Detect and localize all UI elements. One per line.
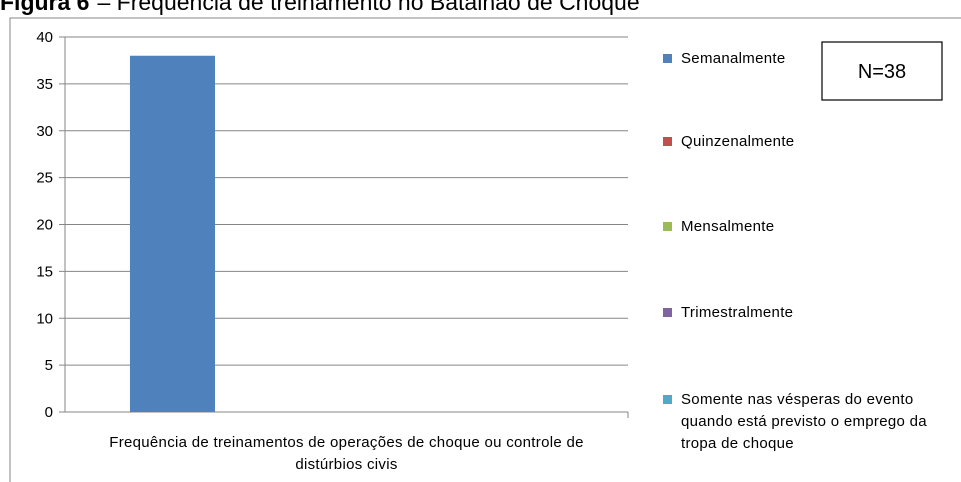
legend-swatch: [663, 222, 672, 231]
legend-label: Somente nas vésperas do evento quando es…: [681, 391, 927, 452]
y-tick-label: 20: [36, 217, 53, 234]
legend-swatch: [663, 54, 672, 63]
chart-frame: [9, 17, 961, 482]
annotation-box: [821, 41, 943, 101]
y-tick-label: 40: [36, 29, 53, 46]
y-tick-label: 35: [36, 76, 53, 93]
y-tick-label: 25: [36, 170, 53, 187]
y-tick-label: 5: [45, 357, 53, 374]
legend-label: Mensalmente: [681, 218, 775, 235]
y-tick-label: 10: [36, 310, 53, 327]
x-tick-label: Frequência de treinamentos de operações …: [109, 434, 584, 473]
legend-swatch: [663, 137, 672, 146]
legend-label: Trimestralmente: [681, 304, 794, 321]
annotation: N=38: [858, 61, 906, 83]
bar: [129, 55, 215, 412]
y-tick-label: 30: [36, 123, 53, 140]
figure-label: Figura 6: [0, 0, 89, 15]
chart-title: Figura 6 – Frequência de treinamento no B…: [0, 0, 640, 15]
legend-swatch: [663, 395, 672, 404]
legend-label: Quinzenalmente: [681, 133, 795, 150]
legend-label: Semanalmente: [681, 50, 786, 67]
y-tick-label: 0: [45, 404, 53, 421]
y-tick-label: 15: [36, 263, 53, 280]
legend-swatch: [663, 308, 672, 317]
title-text: – Frequência de treinamento no Batalhão …: [97, 0, 639, 15]
